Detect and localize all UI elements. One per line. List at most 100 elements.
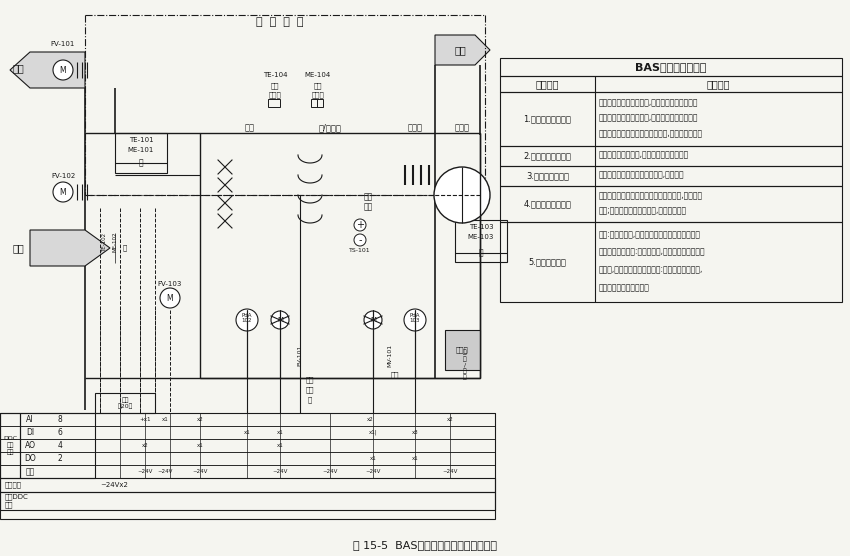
Text: 自动控制加湿阀开闭,保证回风湿度为设定值: 自动控制加湿阀开闭,保证回风湿度为设定值 [599, 151, 689, 160]
Polygon shape [10, 52, 85, 88]
Text: x2: x2 [446, 417, 453, 422]
Text: x3: x3 [411, 430, 418, 435]
Text: 空气过滤器两端压差过大时报警,提示清扫: 空气过滤器两端压差过大时报警,提示清扫 [599, 171, 684, 180]
Text: 接入DDC: 接入DDC [5, 494, 29, 500]
Text: 开关: 开关 [363, 202, 372, 211]
Text: 中: 中 [139, 158, 144, 167]
Text: 排风: 排风 [12, 63, 24, 73]
Text: 中: 中 [123, 245, 127, 251]
Text: x1: x1 [196, 443, 203, 448]
Bar [311, 99, 323, 107]
Circle shape [354, 219, 366, 231]
Text: 冬季自动调节热水阀开度,保证回风温度为设定值: 冬季自动调节热水阀开度,保证回风温度为设定值 [599, 98, 699, 107]
Circle shape [364, 311, 382, 329]
Text: ME-101: ME-101 [128, 147, 154, 153]
Text: BAS监控主要功能表: BAS监控主要功能表 [635, 62, 706, 72]
Text: 加湿器: 加湿器 [407, 123, 422, 132]
Text: 5.联锁保护控制: 5.联锁保护控制 [529, 257, 566, 266]
Polygon shape [435, 35, 490, 65]
Text: 过滤: 过滤 [245, 123, 255, 132]
Text: TE-102: TE-102 [103, 232, 107, 251]
Text: ~24V: ~24V [138, 469, 153, 474]
Circle shape [53, 182, 73, 202]
Text: 电源: 电源 [26, 467, 35, 476]
Text: 1.回风温度自动控制: 1.回风温度自动控制 [524, 115, 571, 123]
Text: M: M [60, 66, 66, 75]
Text: 4: 4 [58, 441, 62, 450]
Text: AO: AO [25, 441, 36, 450]
Circle shape [53, 60, 73, 80]
Text: x1: x1 [276, 430, 283, 435]
Text: x1: x1 [244, 430, 251, 435]
Bar [95, 393, 155, 413]
Circle shape [271, 311, 289, 329]
Bar [268, 99, 280, 107]
Text: -: - [358, 235, 362, 245]
Bar [500, 76, 842, 92]
Text: 3.过滤器堵塞报警: 3.过滤器堵塞报警 [526, 171, 569, 181]
Text: 启
停
/
故
障: 启 停 / 故 障 [463, 350, 467, 380]
Text: 送风机: 送风机 [455, 123, 469, 132]
Text: PdA
102: PdA 102 [241, 312, 252, 324]
Text: +: + [356, 220, 364, 230]
Text: 2: 2 [58, 454, 62, 463]
Text: 新风: 新风 [12, 243, 24, 253]
Text: 蒸汽: 蒸汽 [391, 372, 399, 378]
Text: 6: 6 [58, 428, 62, 437]
Text: x1: x1 [370, 456, 377, 461]
Text: 管线编号: 管线编号 [5, 481, 22, 488]
Polygon shape [30, 230, 110, 266]
Text: 或冷: 或冷 [306, 386, 314, 393]
Bar [20, 413, 95, 478]
Text: 当温度过低时开启热水阀: 当温度过低时开启热水阀 [599, 283, 650, 292]
Text: ~24V: ~24V [192, 469, 207, 474]
Bar [500, 166, 842, 186]
Text: 水: 水 [308, 396, 312, 403]
Text: +x1: +x1 [139, 417, 150, 422]
Text: PdA
103: PdA 103 [410, 312, 420, 324]
Text: ~24V: ~24V [272, 469, 287, 474]
Text: 阀自动关闭。保护:风机启动后,其前后压差过低时故: 阀自动关闭。保护:风机启动后,其前后压差过低时故 [599, 248, 706, 257]
Text: ~24Vx2: ~24Vx2 [100, 482, 128, 488]
Text: 根据事先排定的工作及节假日作息时间表,定时启停: 根据事先排定的工作及节假日作息时间表,定时启停 [599, 192, 703, 201]
Text: M: M [167, 294, 173, 302]
Text: AI: AI [26, 415, 34, 424]
Text: 夏季自动调节冷水阀开度,保证回风温度为设定值: 夏季自动调节冷水阀开度,保证回风温度为设定值 [599, 114, 699, 123]
Text: x2: x2 [142, 443, 149, 448]
Text: 送风: 送风 [454, 45, 466, 55]
Bar [500, 222, 842, 302]
Text: 空  调  区  域: 空 调 区 域 [256, 17, 303, 27]
Bar [0, 413, 20, 478]
Circle shape [236, 309, 258, 331]
Text: x1|: x1| [369, 430, 377, 435]
Text: x1: x1 [411, 456, 418, 461]
Text: x1: x1 [162, 417, 168, 422]
Text: x1: x1 [276, 443, 283, 448]
Text: ~24V: ~24V [322, 469, 337, 474]
Text: 监控内容: 监控内容 [536, 79, 559, 89]
Text: ME-104: ME-104 [305, 72, 332, 78]
Bar [500, 92, 842, 146]
Text: 中: 中 [479, 249, 484, 257]
Text: 传感器: 传感器 [269, 92, 281, 98]
Circle shape [354, 234, 366, 246]
Bar [115, 133, 167, 173]
Text: ME-102: ME-102 [112, 232, 117, 252]
Text: M: M [60, 187, 66, 196]
Bar [500, 58, 842, 76]
Text: 编号: 编号 [5, 502, 14, 508]
Text: 联锁:风机停止后,新回风风门、电动调节阀、电磁: 联锁:风机停止后,新回风风门、电动调节阀、电磁 [599, 230, 701, 239]
Text: 图 15-5  BAS全空气调节机组监控系统图: 图 15-5 BAS全空气调节机组监控系统图 [353, 540, 497, 550]
Circle shape [160, 288, 180, 308]
Text: 过渡季根据新风的温湿度计算焓值,自动调节混风比: 过渡季根据新风的温湿度计算焓值,自动调节混风比 [599, 129, 703, 138]
Text: 控制方法: 控制方法 [706, 79, 730, 89]
Text: M: M [277, 317, 283, 323]
Text: 小计
共20点: 小计 共20点 [117, 397, 133, 409]
Bar [0, 413, 495, 519]
Text: ~24V: ~24V [366, 469, 381, 474]
Text: FV-101: FV-101 [298, 344, 303, 366]
Bar [200, 133, 480, 378]
Bar [500, 146, 842, 166]
Text: FV-103: FV-103 [158, 281, 182, 287]
Bar [0, 492, 495, 510]
